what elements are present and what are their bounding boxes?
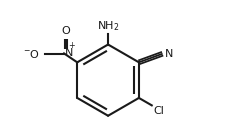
Text: +: +	[68, 41, 75, 50]
Text: O: O	[61, 26, 70, 36]
Text: NH$_2$: NH$_2$	[96, 20, 119, 33]
Text: Cl: Cl	[152, 106, 163, 116]
Text: N: N	[64, 48, 73, 58]
Text: N: N	[164, 49, 173, 59]
Text: $^{-}$O: $^{-}$O	[23, 48, 40, 60]
